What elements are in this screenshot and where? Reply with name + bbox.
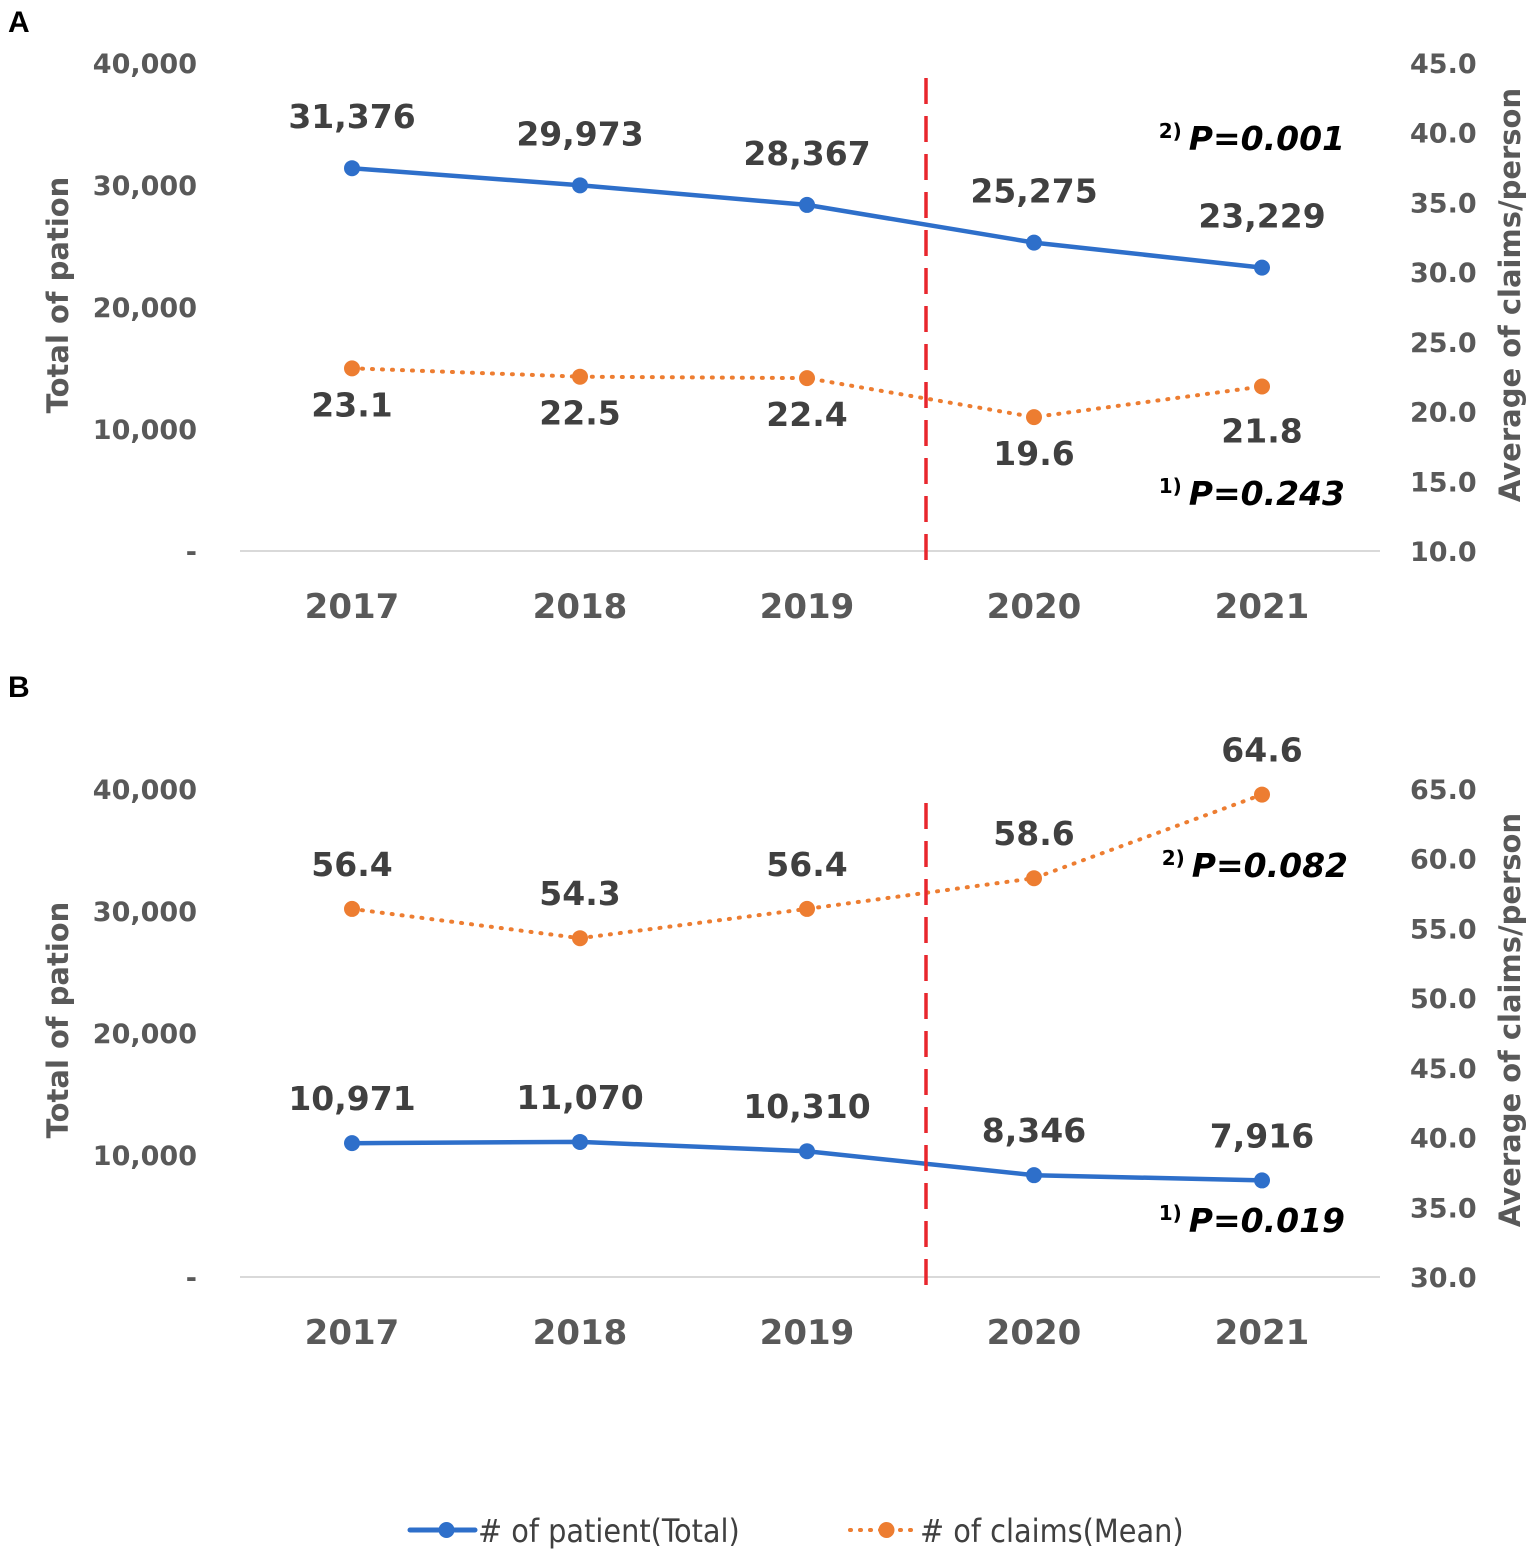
data-point xyxy=(1026,234,1042,251)
x-tick-label: 2019 xyxy=(760,1313,855,1353)
data-label: 31,376 xyxy=(288,97,415,136)
legend-label: # of claims(Mean) xyxy=(920,1512,1184,1550)
data-point xyxy=(1254,786,1270,803)
legend: # of patient(Total) # of claims(Mean) xyxy=(407,1512,1184,1550)
y-right-tick-label: 15.0 xyxy=(1410,467,1477,498)
x-tick-label: 2018 xyxy=(533,587,628,627)
data-label: 23.1 xyxy=(311,385,392,424)
p-value-annotation: 1) P=0.019 xyxy=(1159,1201,1345,1240)
y-right-tick-label: 45.0 xyxy=(1410,1054,1477,1085)
y-left-axis-title: Total of pation xyxy=(41,177,75,414)
series-line-patients xyxy=(349,165,1265,270)
data-label: 64.6 xyxy=(1221,731,1302,770)
data-point xyxy=(344,160,360,177)
data-point xyxy=(799,900,815,917)
data-point xyxy=(344,1135,360,1152)
y-left-tick-label: 10,000 xyxy=(93,1141,197,1172)
y-right-tick-label: 40.0 xyxy=(1410,119,1477,150)
panel-a: A - 10,000 20,000 30,000 40,000 10.0 15.0 20.0 25… xyxy=(8,6,1527,627)
data-label: 56.4 xyxy=(311,845,392,884)
data-label: 58.6 xyxy=(993,814,1074,853)
y-left-tick-label: - xyxy=(186,1263,197,1294)
data-point xyxy=(572,368,588,385)
series-line-claims xyxy=(350,366,1264,420)
data-point xyxy=(1026,409,1042,426)
legend-label: # of patient(Total) xyxy=(478,1512,740,1550)
data-point xyxy=(1026,870,1042,887)
y-left-tick-label: 10,000 xyxy=(93,415,197,446)
y-right-tick-label: 30.0 xyxy=(1410,1263,1477,1294)
y-right-axis-title: Average of claims/person xyxy=(1493,813,1527,1227)
y-right-axis-title: Average of claims/person xyxy=(1493,88,1527,502)
data-label: 10,310 xyxy=(743,1087,870,1126)
y-left-tick-label: 30,000 xyxy=(93,897,197,928)
y-left-tick-label: 40,000 xyxy=(93,775,197,806)
y-left-tick-label: 40,000 xyxy=(93,49,197,80)
data-point xyxy=(1254,378,1270,395)
x-tick-label: 2019 xyxy=(760,587,855,627)
data-point xyxy=(799,196,815,213)
panel-letter: A xyxy=(8,6,30,39)
data-label: 7,916 xyxy=(1210,1116,1314,1155)
p-value-annotation: 1) P=0.243 xyxy=(1159,474,1345,513)
y-right-tick-label: 30.0 xyxy=(1410,258,1477,289)
data-label: 25,275 xyxy=(970,172,1097,211)
y-right-tick-label: 10.0 xyxy=(1410,537,1477,568)
data-point xyxy=(344,900,360,917)
data-point xyxy=(799,370,815,387)
data-label: 11,070 xyxy=(516,1078,643,1117)
data-point xyxy=(1026,1167,1042,1184)
data-point xyxy=(1254,259,1270,276)
y-right-tick-label: 35.0 xyxy=(1410,188,1477,219)
x-tick-label: 2020 xyxy=(987,1313,1082,1353)
data-point xyxy=(799,1143,815,1160)
data-point xyxy=(1254,1172,1270,1189)
y-left-tick-label: 20,000 xyxy=(93,293,197,324)
legend-swatch-marker xyxy=(438,1522,455,1538)
panel-b: B - 10,000 20,000 30,000 40,000 30.0 35.0 40.0 45… xyxy=(8,671,1527,1353)
y-right-tick-label: 60.0 xyxy=(1410,845,1477,876)
x-tick-label: 2017 xyxy=(305,587,400,627)
y-right-tick-label: 45.0 xyxy=(1410,49,1477,80)
x-tick-label: 2020 xyxy=(987,587,1082,627)
panel-letter: B xyxy=(8,671,30,704)
p-value-annotation: 2) P=0.082 xyxy=(1162,846,1348,885)
data-label: 54.3 xyxy=(539,874,620,913)
p-value-annotation: 2) P=0.001 xyxy=(1159,119,1345,158)
y-right-tick-label: 35.0 xyxy=(1410,1193,1477,1224)
data-label: 21.8 xyxy=(1221,411,1302,450)
data-label: 23,229 xyxy=(1198,197,1325,236)
y-right-tick-label: 20.0 xyxy=(1410,398,1477,429)
data-label: 56.4 xyxy=(766,845,847,884)
x-tick-label: 2017 xyxy=(305,1313,400,1353)
data-label: 22.4 xyxy=(766,395,847,434)
data-label: 19.6 xyxy=(993,434,1074,473)
data-point xyxy=(572,930,588,947)
data-point xyxy=(572,177,588,194)
data-label: 10,971 xyxy=(288,1079,415,1118)
data-label: 28,367 xyxy=(743,134,870,173)
y-left-tick-label: 20,000 xyxy=(93,1019,197,1050)
y-right-tick-label: 40.0 xyxy=(1410,1124,1477,1155)
x-tick-label: 2018 xyxy=(533,1313,628,1353)
y-left-tick-label: 30,000 xyxy=(93,171,197,202)
x-tick-label: 2021 xyxy=(1215,587,1310,627)
y-right-tick-label: 25.0 xyxy=(1410,328,1477,359)
y-right-tick-label: 50.0 xyxy=(1410,984,1477,1015)
y-right-tick-label: 55.0 xyxy=(1410,914,1477,945)
y-left-axis-title: Total of pation xyxy=(41,902,75,1139)
data-label: 29,973 xyxy=(516,114,643,153)
y-left-tick-label: - xyxy=(186,537,197,568)
data-point xyxy=(572,1133,588,1150)
x-tick-label: 2021 xyxy=(1215,1313,1310,1353)
data-label: 22.5 xyxy=(539,394,620,433)
y-right-tick-label: 65.0 xyxy=(1410,775,1477,806)
legend-swatch-marker xyxy=(878,1522,895,1538)
data-point xyxy=(344,360,360,377)
data-label: 8,346 xyxy=(982,1111,1086,1150)
